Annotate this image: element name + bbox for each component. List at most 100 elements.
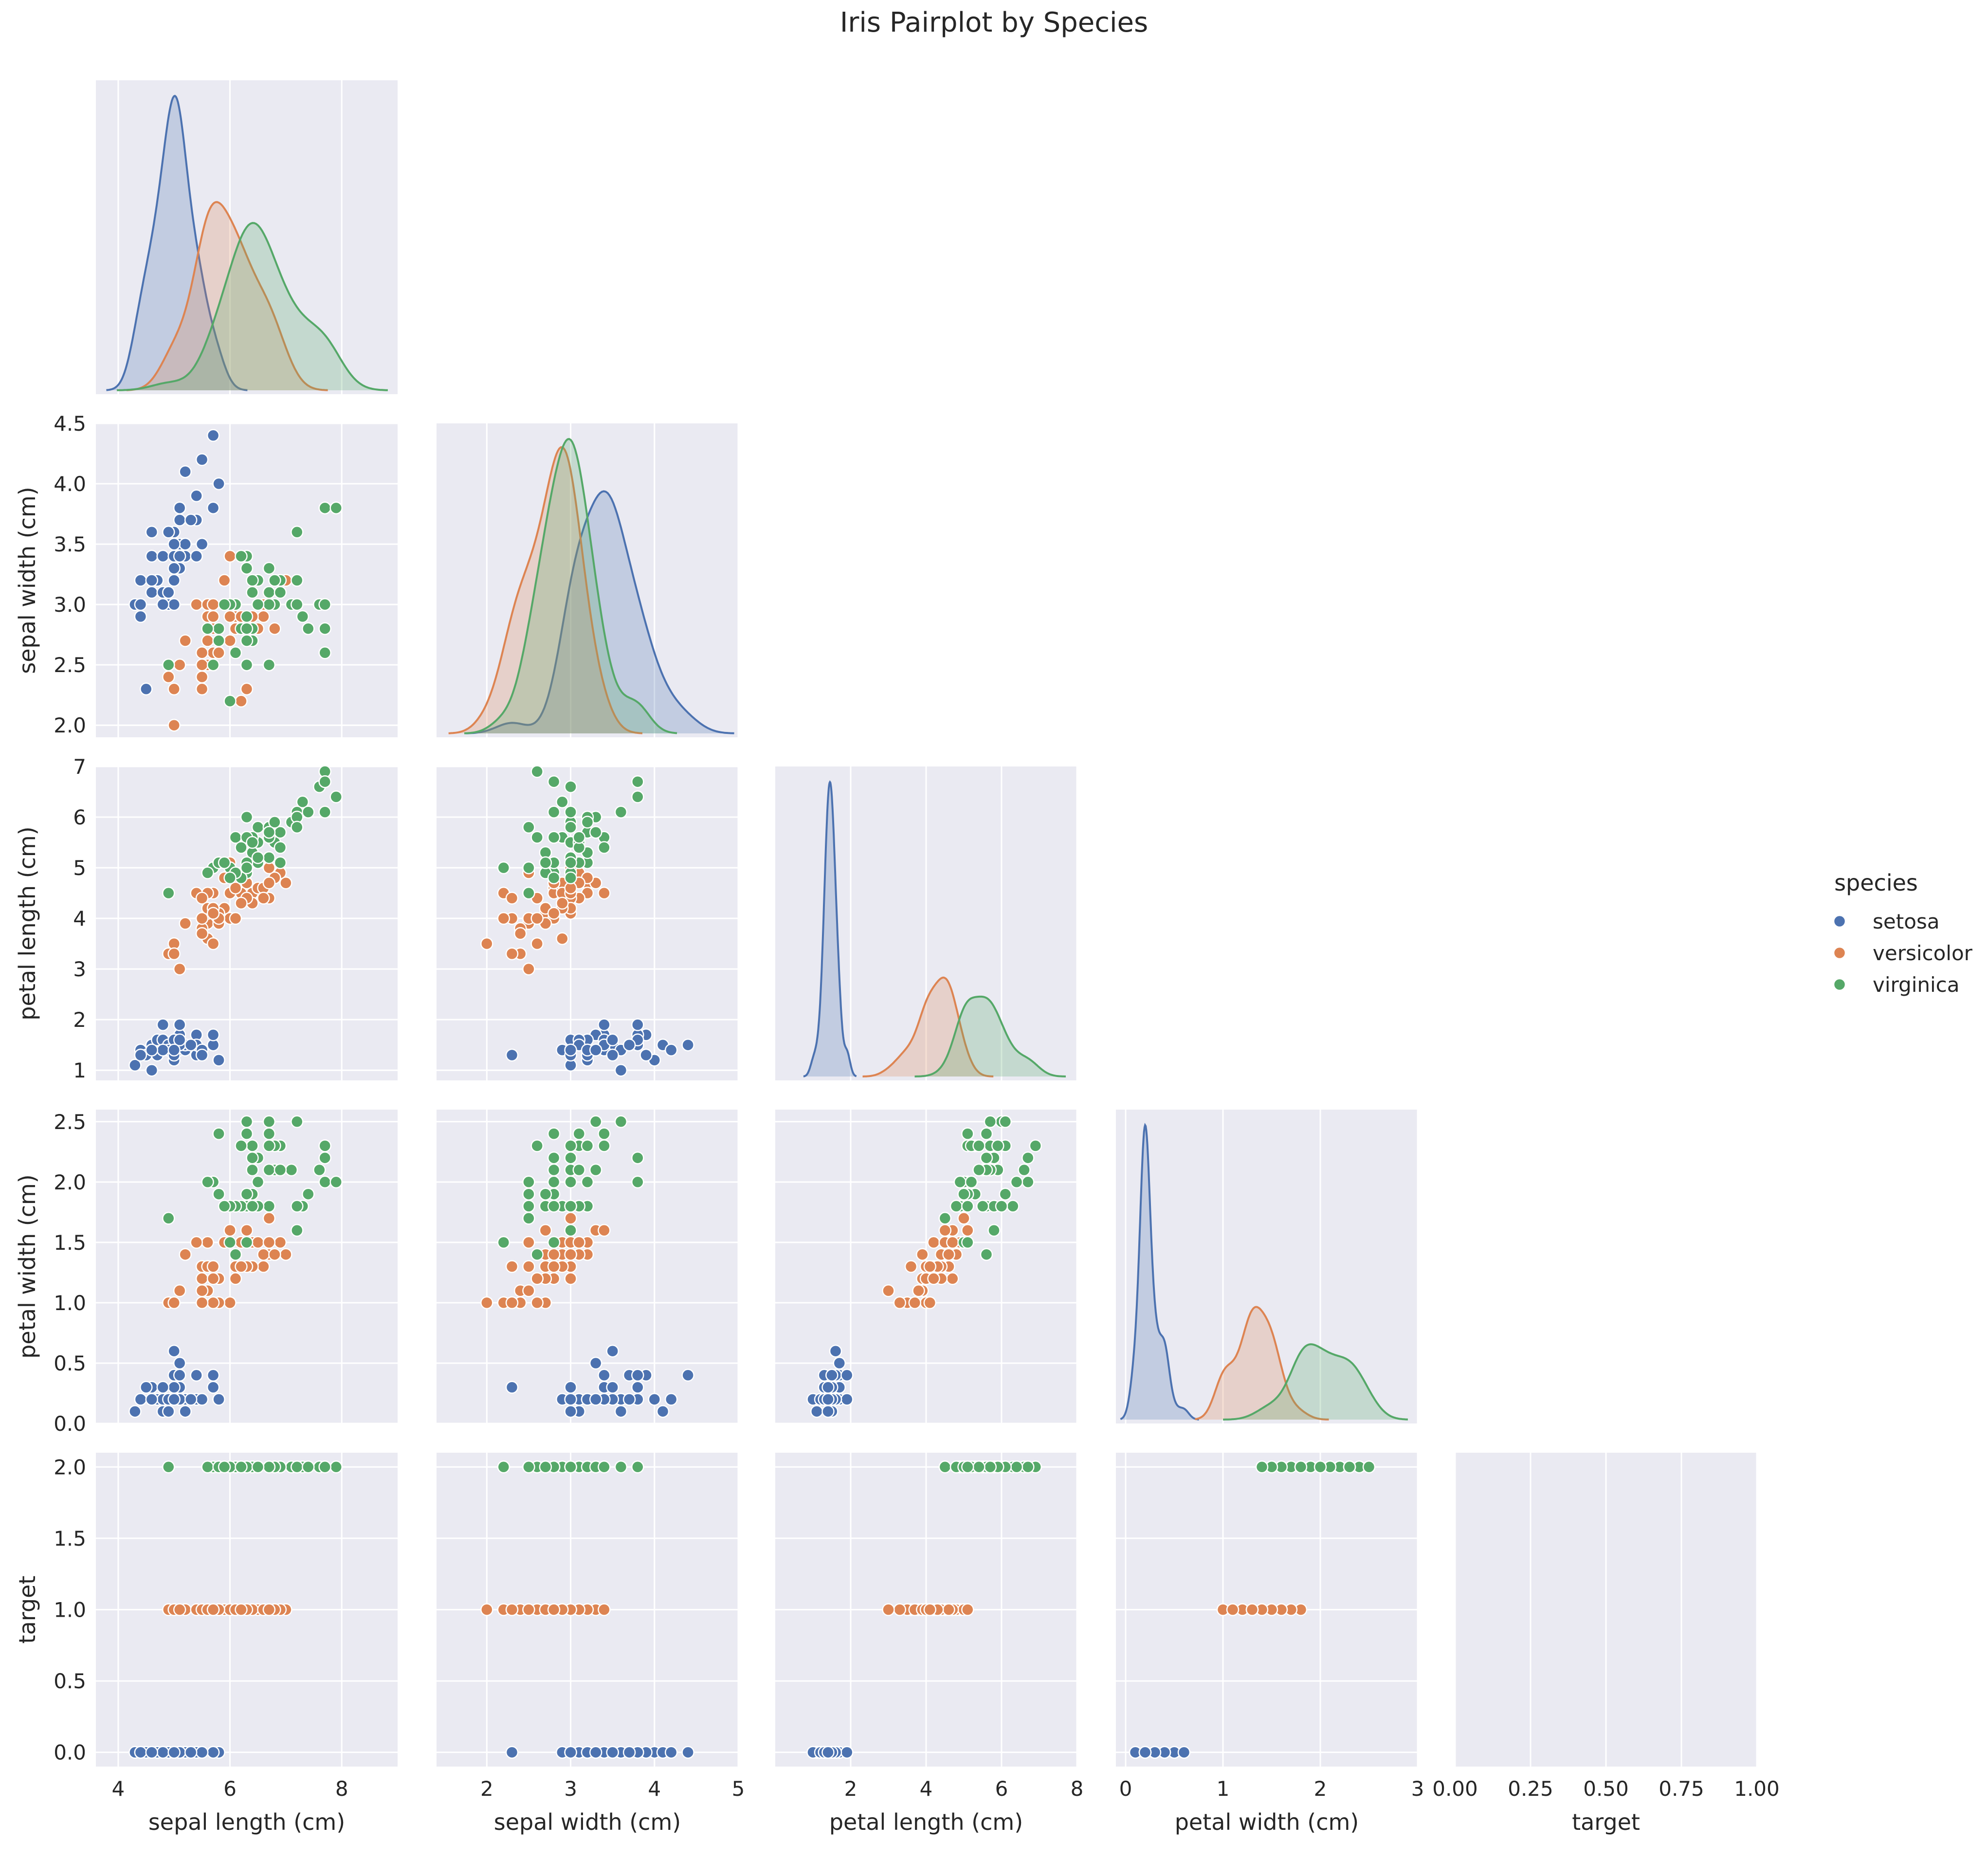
- data-point-virginica: [262, 825, 276, 839]
- data-point-versicolor: [257, 1248, 270, 1261]
- data-point-virginica: [302, 805, 315, 819]
- data-point-virginica: [522, 1187, 535, 1201]
- data-point-versicolor: [539, 1223, 552, 1237]
- data-point-versicolor: [946, 1272, 959, 1285]
- data-point-setosa: [589, 1043, 602, 1057]
- data-point-setosa: [195, 537, 209, 551]
- x-axis-label: sepal width (cm): [494, 1809, 681, 1835]
- data-point-setosa: [173, 1356, 186, 1370]
- data-point-virginica: [240, 562, 254, 575]
- kde-fill-virginica: [464, 439, 677, 733]
- data-point-setosa: [664, 1393, 678, 1406]
- kde-fill-versicolor: [862, 977, 994, 1076]
- data-point-versicolor: [522, 1284, 535, 1297]
- legend-marker-versicolor: [1833, 946, 1846, 960]
- legend-marker-setosa: [1833, 914, 1846, 928]
- plot-background: [96, 80, 398, 394]
- data-point-virginica: [246, 574, 259, 587]
- x-tick-label: 2: [1314, 1777, 1327, 1801]
- data-point-setosa: [167, 1381, 181, 1394]
- data-point-virginica: [1006, 1200, 1020, 1213]
- data-point-virginica: [246, 1151, 259, 1165]
- data-point-versicolor: [201, 1236, 214, 1249]
- data-point-versicolor: [564, 1212, 577, 1225]
- data-point-versicolor: [218, 574, 231, 587]
- data-point-virginica: [296, 795, 310, 809]
- data-point-virginica: [547, 831, 561, 844]
- y-tick-label: 6: [73, 805, 86, 829]
- kde-fill-setosa: [803, 782, 857, 1076]
- x-tick-label: 3: [564, 1777, 577, 1801]
- data-point-versicolor: [206, 937, 220, 950]
- data-point-virginica: [212, 1187, 225, 1201]
- data-point-setosa: [606, 1048, 619, 1062]
- data-point-versicolor: [167, 1296, 181, 1310]
- data-point-versicolor: [223, 634, 237, 647]
- data-point-versicolor: [173, 658, 186, 672]
- data-point-setosa: [140, 682, 153, 696]
- data-point-setosa: [162, 1405, 175, 1418]
- data-point-versicolor: [212, 646, 225, 659]
- data-point-versicolor: [497, 912, 511, 925]
- subplot-r2-c2: [775, 766, 1078, 1080]
- data-point-setosa: [184, 1038, 198, 1052]
- data-point-virginica: [564, 780, 577, 793]
- data-point-virginica: [1313, 1460, 1327, 1474]
- subplot-r4-c4: [1454, 1453, 1758, 1767]
- data-point-virginica: [614, 805, 628, 819]
- data-point-versicolor: [195, 1272, 209, 1285]
- subplot-r3-c2: [775, 1110, 1078, 1424]
- data-point-setosa: [173, 501, 186, 514]
- data-point-virginica: [262, 1115, 276, 1129]
- data-point-versicolor: [206, 598, 220, 611]
- data-point-versicolor: [530, 1296, 544, 1310]
- subplot-r3-c0: [96, 1110, 398, 1424]
- kde-line-virginica: [914, 995, 1066, 1077]
- data-point-setosa: [598, 1368, 611, 1382]
- data-point-virginica: [291, 1200, 304, 1213]
- subplot-r4-c2: [775, 1453, 1078, 1767]
- data-point-virginica: [240, 861, 254, 875]
- data-point-versicolor: [942, 1603, 955, 1616]
- data-point-virginica: [318, 622, 331, 635]
- data-point-versicolor: [505, 947, 519, 961]
- kde-line-versicolor: [862, 976, 994, 1077]
- data-point-setosa: [833, 1356, 846, 1370]
- data-point-virginica: [598, 1139, 611, 1152]
- data-point-virginica: [302, 1460, 315, 1474]
- data-point-versicolor: [572, 1236, 586, 1249]
- data-point-versicolor: [505, 1260, 519, 1273]
- data-point-setosa: [190, 489, 203, 503]
- data-point-virginica: [302, 622, 315, 635]
- y-axis-label: petal length (cm): [14, 826, 40, 1020]
- kde-fill-virginica: [1223, 1344, 1408, 1420]
- data-point-setosa: [195, 1048, 209, 1062]
- data-point-setosa: [606, 1746, 619, 1759]
- data-point-setosa: [614, 1063, 628, 1077]
- data-point-virginica: [556, 795, 569, 809]
- y-tick-label: 1.5: [54, 1527, 86, 1551]
- data-point-setosa: [167, 1344, 181, 1358]
- data-point-versicolor: [564, 1248, 577, 1261]
- data-point-setosa: [622, 1393, 636, 1406]
- data-point-setosa: [184, 513, 198, 527]
- kde-fill-versicolor: [127, 202, 328, 390]
- data-point-virginica: [1255, 1460, 1269, 1474]
- data-point-virginica: [240, 1127, 254, 1140]
- kde-line-versicolor: [127, 201, 328, 391]
- data-point-virginica: [240, 1236, 254, 1249]
- x-tick-label: 2: [844, 1777, 857, 1801]
- data-point-virginica: [976, 1200, 989, 1213]
- data-point-virginica: [572, 831, 586, 844]
- kde-line-virginica: [117, 222, 388, 391]
- data-point-setosa: [156, 549, 170, 563]
- data-point-virginica: [251, 851, 265, 864]
- y-tick-label: 0.0: [54, 1412, 86, 1436]
- data-point-versicolor: [262, 1212, 276, 1225]
- data-point-virginica: [957, 1187, 970, 1201]
- data-point-virginica: [162, 1212, 175, 1225]
- data-point-virginica: [980, 1127, 993, 1140]
- subplot-r3-c1: [437, 1110, 739, 1424]
- data-point-versicolor: [167, 947, 181, 961]
- kde-line-versicolor: [1195, 1306, 1329, 1421]
